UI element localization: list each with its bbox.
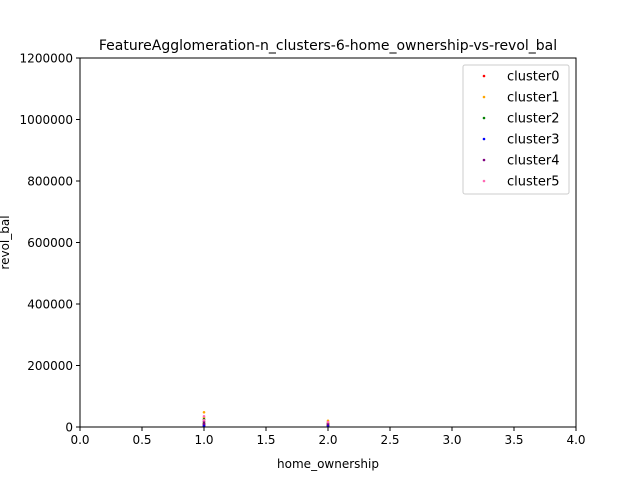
y-tick-label: 400000 (27, 298, 73, 312)
y-tick-label: 600000 (27, 236, 73, 250)
legend-marker-cluster3 (482, 137, 486, 141)
y-tick-label: 1200000 (20, 52, 73, 66)
legend-label-cluster3: cluster3 (507, 133, 559, 148)
x-tick-label: 2.0 (318, 433, 337, 447)
legend-marker-cluster2 (482, 116, 486, 120)
legend-marker-cluster1 (482, 95, 486, 99)
chart-title: FeatureAgglomeration-n_clusters-6-home_o… (99, 38, 557, 54)
data-point-cluster1 (202, 410, 206, 414)
x-tick-label: 1.5 (256, 433, 275, 447)
legend-label-cluster4: cluster4 (507, 154, 559, 169)
data-point-cluster5 (202, 414, 206, 418)
x-tick-label: 0.0 (70, 433, 89, 447)
y-tick-label: 1000000 (20, 113, 73, 127)
x-tick-label: 4.0 (566, 433, 585, 447)
data-point-cluster4 (326, 422, 330, 426)
x-tick-label: 3.0 (442, 433, 461, 447)
x-axis-label: home_ownership (277, 457, 379, 471)
legend-label-cluster2: cluster2 (507, 112, 559, 127)
x-axis-ticks: 0.0 0.5 1.0 1.5 2.0 2.5 3.0 3.5 4.0 (70, 427, 586, 447)
y-axis-ticks: 0 200000 400000 600000 800000 1000000 1200000 (20, 52, 80, 435)
y-tick-label: 200000 (27, 359, 73, 373)
data-point-cluster5 (202, 418, 206, 422)
legend-label-cluster5: cluster5 (507, 175, 559, 190)
y-tick-label: 800000 (27, 175, 73, 189)
legend-marker-cluster5 (482, 179, 486, 183)
legend-label-cluster0: cluster0 (507, 70, 559, 85)
legend-marker-cluster0 (482, 74, 486, 78)
x-tick-label: 0.5 (132, 433, 151, 447)
y-axis-label: revol_bal (0, 215, 12, 269)
legend: cluster0 cluster1 cluster2 cluster3 cluster4… (462, 64, 570, 195)
y-tick-label: 0 (65, 421, 73, 435)
data-point-cluster5 (326, 420, 330, 424)
x-tick-label: 1.0 (194, 433, 213, 447)
x-tick-label: 3.5 (504, 433, 523, 447)
legend-marker-cluster4 (482, 158, 486, 162)
legend-label-cluster1: cluster1 (507, 91, 559, 106)
data-point-cluster4 (202, 422, 206, 426)
x-tick-label: 2.5 (380, 433, 399, 447)
legend-box (462, 64, 570, 195)
